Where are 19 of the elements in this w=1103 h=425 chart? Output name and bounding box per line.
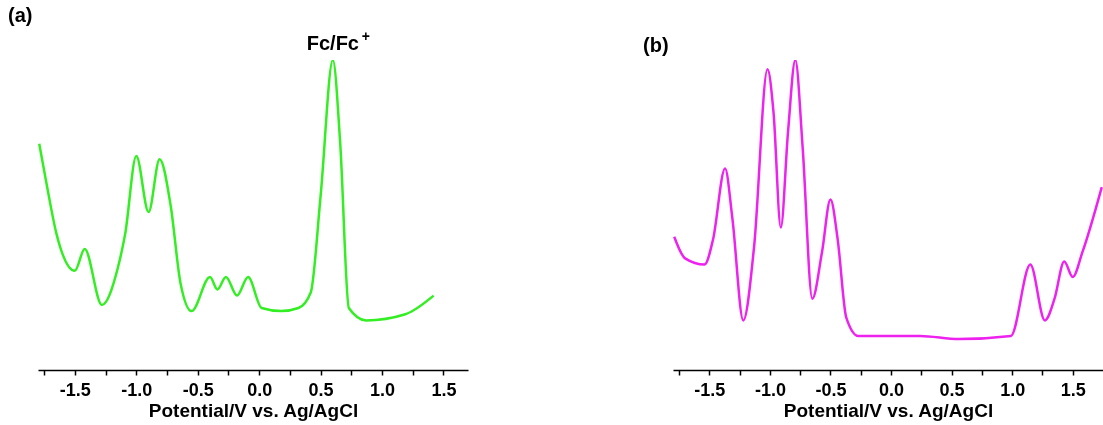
- x-tick-label: -1.0: [754, 379, 786, 400]
- x-tick-label: 0.0: [247, 379, 273, 400]
- x-axis-title: Potential/V vs. Ag/AgCl: [783, 399, 994, 421]
- x-tick-label: -0.5: [815, 379, 847, 400]
- x-tick-label: -1.5: [694, 379, 726, 400]
- x-tick-label: 0.5: [308, 379, 334, 400]
- x-tick-label: 0.5: [939, 379, 965, 400]
- x-tick-label: 1.5: [431, 379, 457, 400]
- x-tick-label: 1.0: [369, 379, 396, 400]
- x-axis-title: Potential/V vs. Ag/AgCl: [148, 399, 359, 421]
- x-tick-label: 1.0: [1000, 379, 1026, 400]
- x-tick-label: 1.5: [1060, 379, 1086, 400]
- x-tick-label: -0.5: [182, 379, 214, 400]
- annotation: Fc/Fc+: [306, 28, 371, 54]
- x-tick-label: -1.0: [121, 379, 153, 400]
- chart-title: (a): [8, 4, 33, 26]
- x-tick-label: -1.5: [59, 379, 91, 400]
- x-tick-label: 0.0: [879, 379, 905, 400]
- chart-title: (b): [643, 34, 669, 56]
